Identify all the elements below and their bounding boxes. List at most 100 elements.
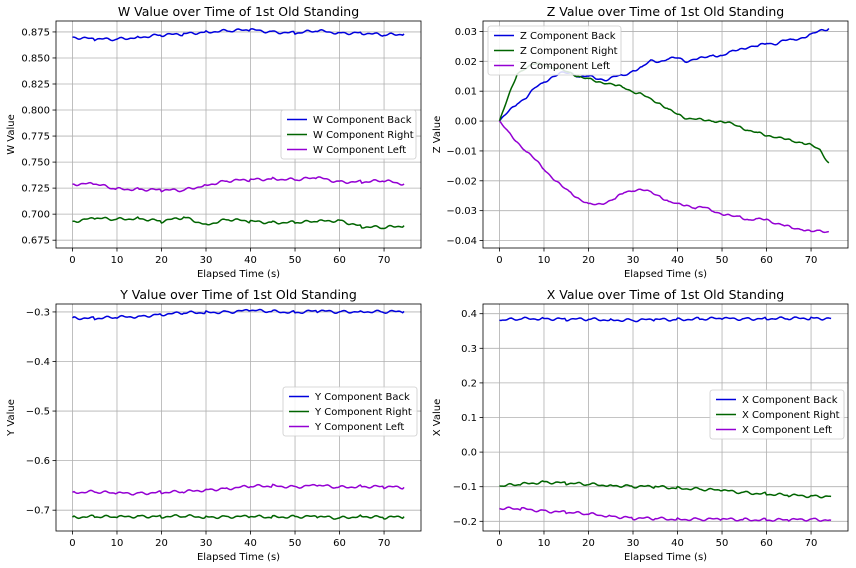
series-line-3 [499,506,832,522]
y-tick-label: −0.04 [446,236,477,247]
x-tick-label: 10 [111,538,124,549]
legend-box [282,386,418,437]
y-tick-label: −0.5 [26,407,50,418]
legend: W Component Back W Component Right W Compo… [280,109,417,160]
x-tick-label: 0 [69,255,75,266]
x-tick-label: 40 [671,538,684,549]
x-axis-label: Elapsed Time (s) [624,552,707,563]
y-tick-label: 0.825 [21,79,50,90]
legend-label: Z Component Right [520,46,618,57]
series-line-3 [72,483,405,496]
series-line-2 [498,62,830,164]
y-tick-label: −0.6 [26,456,50,467]
x-tick-label: 60 [760,538,773,549]
series-line-3 [72,176,405,193]
legend-label: X Component Back [742,395,838,406]
y-tick-label: 0.0 [461,448,477,459]
y-tick-label: 0.02 [455,57,477,68]
legend-box [280,109,417,160]
y-tick-label: 0.01 [455,87,477,98]
x-tick-label: 40 [671,255,684,266]
series-line-2 [72,216,405,230]
x-axis-label: Elapsed Time (s) [197,552,280,563]
y-tick-label: 0.00 [455,117,477,128]
y-tick-label: −0.02 [446,176,477,187]
legend-label: Y Component Right [314,407,412,418]
x-tick-label: 20 [582,538,595,549]
y-tick-label: 0.675 [21,236,50,247]
series-line-2 [72,514,405,520]
legend-box [487,25,622,76]
x-tick-label: 40 [244,255,257,266]
series-line-2 [499,480,832,499]
y-tick-label: −0.1 [453,482,477,493]
y-tick-label: −0.4 [26,357,50,368]
x-axis-label: Elapsed Time (s) [624,269,707,280]
y-tick-label: 0.775 [21,132,50,143]
x-tick-label: 20 [582,255,595,266]
x-tick-label: 60 [333,538,346,549]
y-tick-label: 0.4 [461,309,477,320]
chart-panel-2: 0 10 20 30 40 50 60 70 −0.04 −0.03 −0.02 −0.01 0.00 0… [432,4,849,280]
y-tick-label: 0.2 [461,378,477,389]
x-tick-label: 0 [496,255,502,266]
y-tick-label: 0.725 [21,184,50,195]
legend-label: W Component Right [313,130,414,141]
series-line-1 [72,28,405,42]
x-tick-label: 70 [378,538,391,549]
series-line-1 [498,27,830,122]
x-tick-label: 60 [760,255,773,266]
legend: Z Component Back Z Component Right Z Compo… [487,25,622,76]
chart-panel-3: 0 10 20 30 40 50 60 70 −0.7 −0.6 −0.5 −0.4 −0.3 Y Val… [6,287,422,563]
series-line-1 [72,308,405,321]
x-axis-label: Elapsed Time (s) [197,269,280,280]
x-tick-label: 70 [805,538,818,549]
series-line-1 [499,316,832,323]
x-tick-label: 10 [111,255,124,266]
y-axis-label: Z Value [432,116,443,154]
x-tick-label: 20 [155,538,168,549]
chart-title: Y Value over Time of 1st Old Standing [119,287,357,302]
legend-label: X Component Right [742,410,840,421]
y-axis-label: W Value [6,114,17,155]
legend-label: X Component Left [742,425,832,436]
y-axis-label: Y Value [6,399,17,437]
x-tick-label: 50 [289,538,302,549]
y-tick-label: 0.875 [21,27,50,38]
y-tick-label: 0.800 [21,106,50,117]
legend-label: Y Component Back [314,392,410,403]
x-tick-label: 50 [716,538,729,549]
y-tick-label: −0.01 [446,146,477,157]
legend-label: W Component Back [313,115,412,126]
y-tick-label: −0.03 [446,206,477,217]
x-tick-label: 30 [627,255,640,266]
x-tick-label: 30 [200,538,213,549]
x-tick-label: 0 [496,538,502,549]
x-tick-label: 10 [538,538,551,549]
y-tick-label: 0.3 [461,344,477,355]
x-tick-label: 50 [289,255,302,266]
x-tick-label: 50 [716,255,729,266]
chart-title: X Value over Time of 1st Old Standing [547,287,785,302]
chart-panel-1: 0 10 20 30 40 50 60 70 0.675 0.700 0.725 0.750 0.775… [6,4,422,280]
legend-label: Z Component Back [520,31,616,42]
y-tick-label: −0.7 [26,506,50,517]
y-tick-label: 0.1 [461,413,477,424]
legend-label: W Component Left [313,145,406,156]
x-tick-label: 30 [627,538,640,549]
x-tick-label: 10 [538,255,551,266]
series-line-3 [498,120,830,234]
chart-panel-4: 0 10 20 30 40 50 60 70 −0.2 −0.1 0.0 0.1 0.2 0.3 0.4 X … [432,287,849,563]
x-tick-label: 40 [244,538,257,549]
legend-label: Y Component Left [314,422,404,433]
y-tick-label: 0.700 [21,210,50,221]
x-tick-label: 20 [155,255,168,266]
chart-title: Z Value over Time of 1st Old Standing [547,4,785,19]
y-tick-label: −0.2 [453,517,477,528]
axes-frame [482,20,849,249]
chart-title: W Value over Time of 1st Old Standing [118,4,359,19]
x-tick-label: 70 [805,255,818,266]
legend: Y Component Back Y Component Right Y Compo… [282,386,418,437]
axes-frame [55,20,422,249]
